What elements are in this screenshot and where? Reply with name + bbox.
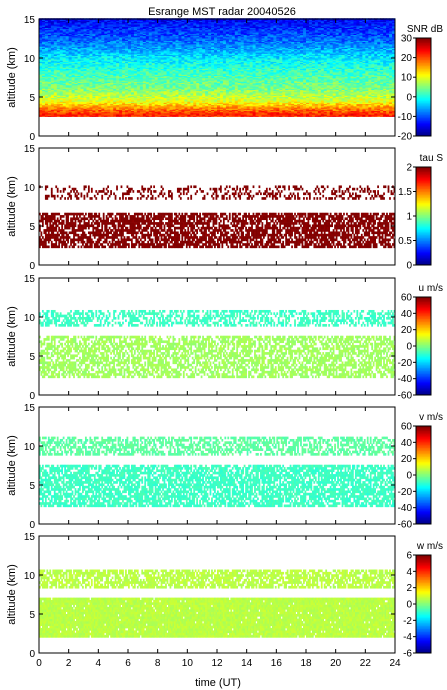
x-tick-label: 20: [330, 658, 342, 669]
colorbar-tick-label: 0.5: [398, 236, 412, 247]
y-tick-label: 10: [24, 183, 36, 194]
colorbar-tick-label: 4: [406, 567, 412, 578]
x-tick-label: 0: [36, 658, 42, 669]
x-tick-label: 22: [360, 658, 372, 669]
y-tick-label: 0: [29, 391, 35, 402]
x-tick-label: 8: [155, 658, 161, 669]
y-axis-label: altitude (km): [6, 306, 18, 367]
heatmap-cells-w: [39, 569, 396, 638]
y-tick-label: 10: [24, 54, 36, 65]
colorbar-tick-label: 6: [406, 551, 412, 562]
colorbar-tick-label: 10: [401, 73, 413, 84]
colorbar-tick-label: -20: [398, 358, 413, 369]
y-tick-label: 0: [29, 649, 35, 660]
colorbar-tick-label: -10: [398, 112, 413, 123]
y-tick-label: 10: [24, 442, 36, 453]
heatmap-cells-tau: [39, 185, 396, 249]
x-tick-label: 2: [66, 658, 72, 669]
colorbar-tick-label: 0: [406, 92, 412, 103]
colorbar-label: tau S: [420, 153, 444, 164]
colorbar-tick-label: 0: [406, 600, 412, 611]
colorbar-tick-label: 0: [406, 471, 412, 482]
colorbar-tick-label: -20: [398, 487, 413, 498]
y-tick-label: 0: [29, 261, 35, 272]
colorbar-label: v m/s: [419, 412, 443, 423]
colorbar-tick-label: 20: [401, 325, 413, 336]
heatmap-cells-u: [39, 309, 396, 379]
x-tick-label: 6: [125, 658, 131, 669]
colorbar-tick-label: -4: [403, 632, 412, 643]
colorbar-tick-label: 40: [401, 438, 413, 449]
colorbar-label: w m/s: [416, 541, 443, 552]
x-tick-label: 12: [211, 658, 223, 669]
y-tick-label: 15: [24, 274, 36, 285]
y-axis-label: altitude (km): [6, 47, 18, 108]
colorbar-tick-label: 40: [401, 309, 413, 320]
colorbar-label: u m/s: [419, 283, 443, 294]
colorbar-tick-label: 30: [401, 34, 413, 45]
y-axis-label: altitude (km): [6, 176, 18, 237]
y-tick-label: 15: [24, 144, 36, 155]
x-tick-label: 24: [389, 658, 401, 669]
colorbar-tick-label: 20: [401, 53, 413, 64]
figure-title: Esrange MST radar 20040526: [148, 6, 296, 18]
colorbar-tick-label: -6: [403, 649, 412, 660]
y-tick-label: 5: [29, 93, 35, 104]
y-tick-label: 0: [29, 520, 35, 531]
colorbar-tick-label: -40: [398, 503, 413, 514]
y-tick-label: 15: [24, 403, 36, 414]
colorbar-tick-label: -60: [398, 520, 413, 531]
colorbar-tick-label: 2: [406, 583, 412, 594]
panel-u: 0 5 10 15 altitude (km) -60 -40 -20 0 20 40 60 u m/s: [6, 274, 443, 402]
panel-tau: 0 5 10 15 altitude (km) 0 0.5 1 1.5 2 tau S: [6, 144, 443, 272]
colorbar-tick-label: 0: [406, 342, 412, 353]
colorbar-w: -6 -4 -2 0 2 4 6 w m/s: [403, 541, 443, 660]
colorbar-tick-label: 1.5: [398, 187, 412, 198]
y-tick-label: 10: [24, 313, 36, 324]
colorbar-tick-label: -40: [398, 374, 413, 385]
x-tick-label: 4: [96, 658, 102, 669]
y-axis-label: altitude (km): [6, 435, 18, 496]
x-axis-label: time (UT): [195, 677, 241, 689]
heatmap-cells-SNR: [39, 18, 396, 117]
colorbar-tick-label: 2: [406, 163, 412, 174]
y-tick-label: 10: [24, 571, 36, 582]
x-tick-label: 16: [271, 658, 283, 669]
colorbar-v: -60 -40 -20 0 20 40 60 v m/s: [398, 412, 443, 531]
y-tick-label: 15: [24, 15, 36, 26]
colorbar-tick-label: 60: [401, 422, 413, 433]
colorbar-tick-label: -60: [398, 391, 413, 402]
colorbar-tick-label: 1: [406, 212, 412, 223]
y-tick-label: 0: [29, 132, 35, 143]
x-tick-label: 18: [300, 658, 312, 669]
colorbar-label: SNR dB: [407, 24, 443, 35]
panel-v: 0 5 10 15 altitude (km) -60 -40 -20 0 20 40 60 v m/s: [6, 403, 443, 531]
y-axis-label: altitude (km): [6, 564, 18, 625]
heatmap-cells-v: [39, 436, 396, 508]
colorbar-tick-label: 60: [401, 293, 413, 304]
y-tick-label: 5: [29, 352, 35, 363]
y-tick-label: 15: [24, 532, 36, 543]
colorbar-tick-label: -20: [398, 132, 413, 143]
x-tick-label: 14: [241, 658, 253, 669]
colorbar-tick-label: 20: [401, 454, 413, 465]
y-tick-label: 5: [29, 222, 35, 233]
colorbar-tick-label: 0: [406, 261, 412, 272]
colorbar-tau: 0 0.5 1 1.5 2 tau S: [398, 153, 443, 272]
colorbar-tick-label: -2: [403, 616, 412, 627]
y-tick-label: 5: [29, 481, 35, 492]
x-tick-label: 10: [182, 658, 194, 669]
y-tick-label: 5: [29, 610, 35, 621]
colorbar-u: -60 -40 -20 0 20 40 60 u m/s: [398, 283, 443, 402]
